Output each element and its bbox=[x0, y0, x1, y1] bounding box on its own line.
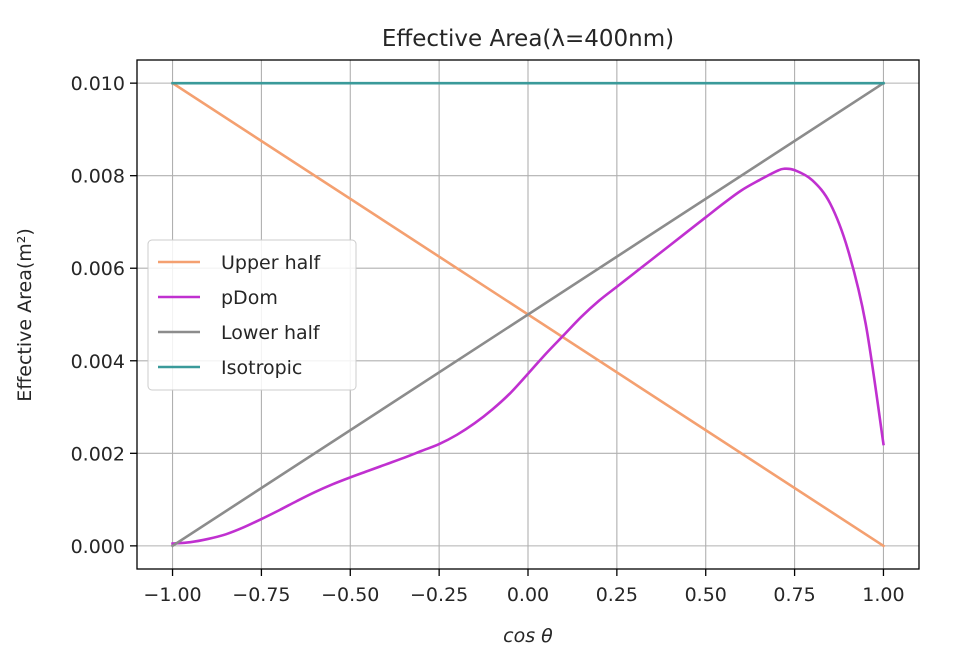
y-tick-label: 0.006 bbox=[71, 258, 125, 280]
chart-title: Effective Area(λ=400nm) bbox=[382, 26, 674, 52]
x-tick-label: 0.00 bbox=[507, 584, 549, 606]
series-lines bbox=[170, 81, 886, 548]
x-tick-label: 0.25 bbox=[596, 584, 638, 606]
y-axis-label: Effective Area(m²) bbox=[14, 228, 36, 402]
legend-item-pdom: pDom bbox=[158, 287, 278, 309]
ticks: −1.00 −0.75 −0.50 −0.25 0.00 0.25 0.50 0.75 1.00… bbox=[71, 73, 905, 606]
x-tick-label: 1.00 bbox=[862, 584, 904, 606]
legend: Upper half pDom Lower half Isotropic bbox=[147, 239, 357, 391]
x-tick-label: 0.75 bbox=[773, 584, 815, 606]
legend-item-upper-half: Upper half bbox=[158, 252, 322, 274]
y-tick-label: 0.000 bbox=[71, 536, 125, 558]
x-axis-label: cos θ bbox=[503, 625, 553, 647]
x-tick-label: −1.00 bbox=[143, 584, 201, 606]
series-line-lower-half bbox=[170, 81, 886, 548]
legend-box bbox=[147, 239, 357, 391]
y-tick-label: 0.002 bbox=[71, 443, 125, 465]
y-tick-label: 0.010 bbox=[71, 73, 125, 95]
legend-label: Isotropic bbox=[221, 357, 302, 379]
x-tick-label: −0.75 bbox=[232, 584, 290, 606]
legend-item-lower-half: Lower half bbox=[158, 322, 321, 344]
x-tick-label: 0.50 bbox=[685, 584, 727, 606]
legend-item-isotropic: Isotropic bbox=[158, 357, 302, 379]
x-tick-label: −0.50 bbox=[321, 584, 379, 606]
legend-label: Lower half bbox=[221, 322, 321, 344]
series-line-pdom bbox=[171, 167, 885, 545]
legend-label: pDom bbox=[221, 287, 278, 309]
y-tick-label: 0.008 bbox=[71, 166, 125, 188]
x-tick-label: −0.25 bbox=[410, 584, 468, 606]
y-tick-label: 0.004 bbox=[71, 351, 125, 373]
legend-label: Upper half bbox=[221, 252, 322, 274]
